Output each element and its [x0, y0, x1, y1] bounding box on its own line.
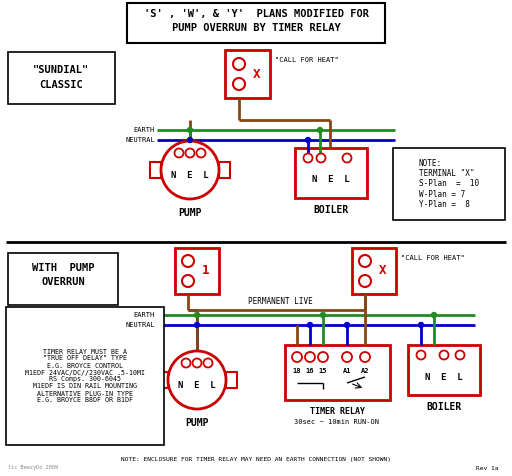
Circle shape	[359, 275, 371, 287]
Text: WITH  PUMP: WITH PUMP	[32, 263, 94, 273]
Bar	[127, 3, 385, 43]
Text: Rev 1a: Rev 1a	[476, 466, 498, 470]
Circle shape	[342, 352, 352, 362]
Text: PUMP OVERRUN BY TIMER RELAY: PUMP OVERRUN BY TIMER RELAY	[172, 23, 340, 33]
Text: 'S' , 'W', & 'Y'  PLANS MODIFIED FOR: 'S' , 'W', & 'Y' PLANS MODIFIED FOR	[143, 9, 369, 19]
Circle shape	[292, 352, 302, 362]
Circle shape	[203, 358, 212, 367]
Bar	[8, 52, 115, 104]
Circle shape	[187, 128, 193, 132]
Circle shape	[182, 275, 194, 287]
Text: N  E  L: N E L	[425, 373, 463, 381]
Text: BOILER: BOILER	[426, 402, 462, 412]
Text: 30sec ~ 10min RUN-ON: 30sec ~ 10min RUN-ON	[294, 419, 379, 425]
Circle shape	[418, 323, 423, 327]
Text: N  E  L: N E L	[312, 176, 350, 185]
Circle shape	[185, 149, 195, 158]
Circle shape	[168, 351, 226, 409]
Circle shape	[308, 323, 312, 327]
Text: CLASSIC: CLASSIC	[39, 80, 83, 90]
Text: 15: 15	[319, 368, 327, 374]
Circle shape	[233, 58, 245, 70]
Text: NOTE: ENCLOSURE FOR TIMER RELAY MAY NEED AN EARTH CONNECTION (NOT SHOWN): NOTE: ENCLOSURE FOR TIMER RELAY MAY NEED…	[121, 457, 391, 463]
Circle shape	[187, 138, 193, 142]
Text: A2: A2	[361, 368, 369, 374]
Circle shape	[306, 138, 310, 142]
Bar	[157, 372, 168, 388]
Text: "CALL FOR HEAT": "CALL FOR HEAT"	[401, 255, 465, 261]
Bar	[225, 50, 270, 98]
Text: X: X	[253, 68, 261, 80]
Text: PUMP: PUMP	[178, 208, 202, 218]
Bar	[150, 162, 161, 178]
Text: EARTH: EARTH	[134, 127, 155, 133]
Bar	[295, 148, 367, 198]
Text: A1: A1	[343, 368, 351, 374]
Circle shape	[316, 153, 326, 162]
Circle shape	[360, 352, 370, 362]
Circle shape	[359, 255, 371, 267]
Circle shape	[233, 78, 245, 90]
Circle shape	[195, 323, 200, 327]
Text: 1: 1	[202, 265, 210, 278]
Text: 16: 16	[306, 368, 314, 374]
Circle shape	[317, 128, 323, 132]
Circle shape	[416, 350, 425, 359]
Text: "SUNDIAL": "SUNDIAL"	[33, 65, 89, 75]
Circle shape	[193, 358, 202, 367]
Circle shape	[343, 153, 352, 162]
Circle shape	[197, 149, 205, 158]
Circle shape	[305, 352, 315, 362]
Text: EARTH: EARTH	[134, 312, 155, 318]
Text: TIMER RELAY MUST BE A
"TRUE OFF DELAY" TYPE
E.G. BROYCE CONTROL
M1EDF 24VAC/DC//: TIMER RELAY MUST BE A "TRUE OFF DELAY" T…	[25, 348, 145, 404]
Circle shape	[161, 141, 219, 199]
Text: TIMER RELAY: TIMER RELAY	[309, 407, 365, 416]
Circle shape	[304, 153, 312, 162]
Bar	[226, 372, 237, 388]
Text: lic BeezyDo 2009: lic BeezyDo 2009	[8, 466, 58, 470]
Circle shape	[439, 350, 449, 359]
Text: NEUTRAL: NEUTRAL	[125, 137, 155, 143]
Text: N  E  L: N E L	[178, 380, 216, 389]
Circle shape	[195, 313, 200, 317]
Bar	[219, 162, 230, 178]
Bar	[352, 248, 396, 294]
Text: "CALL FOR HEAT": "CALL FOR HEAT"	[275, 57, 339, 63]
Bar	[408, 345, 480, 395]
Circle shape	[345, 323, 350, 327]
Circle shape	[318, 352, 328, 362]
Bar	[175, 248, 219, 294]
Circle shape	[321, 313, 326, 317]
Circle shape	[432, 313, 437, 317]
Text: 18: 18	[293, 368, 301, 374]
Circle shape	[181, 358, 190, 367]
Text: PUMP: PUMP	[185, 418, 209, 428]
Text: X: X	[379, 265, 387, 278]
Circle shape	[456, 350, 464, 359]
Text: BOILER: BOILER	[313, 205, 349, 215]
Text: N  E  L: N E L	[171, 170, 209, 179]
Bar	[6, 307, 164, 445]
Bar	[285, 345, 390, 400]
Bar	[393, 148, 505, 220]
Text: NEUTRAL: NEUTRAL	[125, 322, 155, 328]
Circle shape	[175, 149, 183, 158]
Circle shape	[182, 255, 194, 267]
Text: PERMANENT LIVE: PERMANENT LIVE	[248, 298, 312, 307]
Text: NOTE:
TERMINAL "X"
S-Plan  =  10
W-Plan = 7
Y-Plan =  8: NOTE: TERMINAL "X" S-Plan = 10 W-Plan = …	[419, 159, 479, 209]
Bar	[8, 253, 118, 305]
Text: OVERRUN: OVERRUN	[41, 277, 85, 287]
